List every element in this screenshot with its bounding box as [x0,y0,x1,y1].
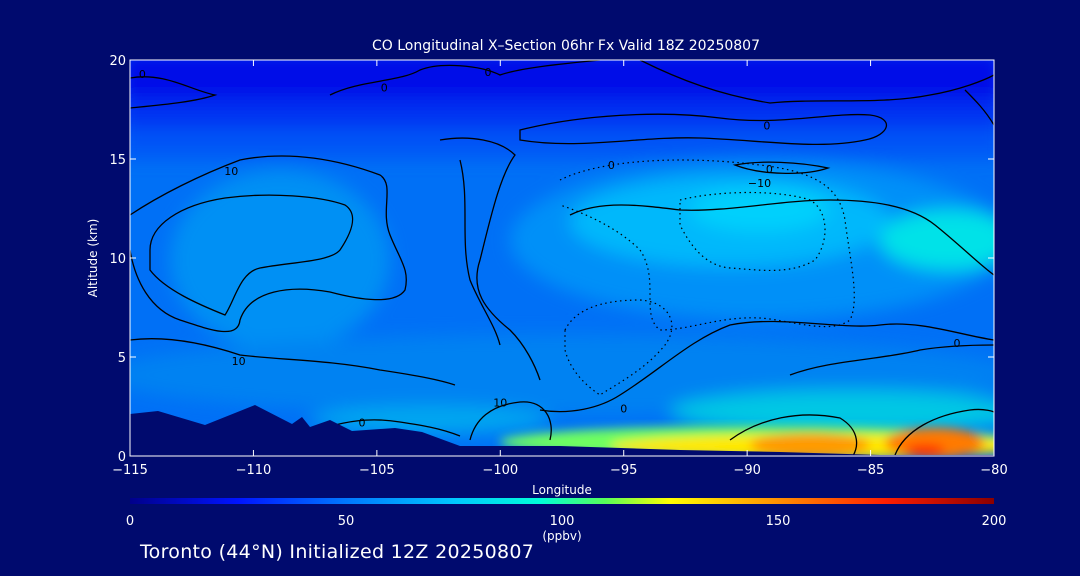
contour-0-surface-west [334,419,461,437]
contour-0-shoulder [539,320,994,413]
contour-0-upper-right [639,60,994,104]
field-aqua-fareast [880,210,994,270]
field-surface-red [905,444,945,456]
contour-label: 0 [766,163,773,176]
contour-label: 0 [381,82,388,95]
contour-label: 0 [620,402,627,415]
x-tick-label: −100 [482,463,518,478]
x-tick-label: −110 [236,463,272,478]
x-tick-label: −80 [980,463,1007,478]
contour-0-mid-ridge [439,137,541,381]
contour-label: 10 [493,397,507,410]
contour-label: −10 [748,177,771,190]
colorbar-tick-label: 50 [338,514,355,529]
contour-0-surface-loop [894,408,994,456]
contour-label: 0 [484,66,491,79]
colorbar [130,498,994,504]
contour-label: 0 [608,159,615,172]
colorbar-tick-label: 200 [982,514,1007,529]
contour-10-inner-west [149,194,354,316]
x-tick-label: −95 [610,463,637,478]
chart-title: CO Longitudinal X–Section 06hr Fx Valid … [372,38,760,54]
field-boundary-west [310,406,550,434]
field-cyan-core [690,188,830,232]
contour-label: 0 [953,337,960,350]
y-axis-label: Altitude (km) [86,219,100,298]
x-tick-label: −115 [112,463,148,478]
contour-negative-lines [559,159,855,396]
contour-10-west [130,155,407,333]
concentration-field [130,60,994,456]
contour-0-lens [732,161,831,174]
contour-0-mid-left [130,338,456,386]
field-surface-orange-1 [750,433,870,456]
contour-0-mid-ridge-2 [459,159,501,346]
contour-0-mid-east [569,199,994,276]
contour-label: 0 [359,416,366,429]
contour-neg10-lower [564,299,673,396]
contour-lines [130,60,994,456]
colorbar-unit: (ppbv) [542,529,581,543]
field-boundary-teal [670,390,994,434]
contour-10-surface [469,401,552,441]
field-mid-west [170,170,390,350]
contour-0-far-east [964,89,994,126]
x-tick-label: −85 [857,463,884,478]
contour-0-lower-far-east [789,344,994,376]
contour-0-upper-west [130,76,218,109]
x-tick-label: −90 [733,463,760,478]
contour-0-upper-mid [329,60,601,96]
y-tick-label: 10 [109,252,126,267]
contour-label: 0 [763,119,770,132]
contour-label: 0 [139,68,146,81]
contour-label: 10 [224,165,238,178]
y-tick-label: 0 [118,450,126,465]
contour-0-upper-belt [519,113,888,146]
contour-0-lower-east [729,414,858,456]
y-axis: 0 5 10 15 20 [109,54,994,465]
y-tick-label: 5 [118,351,126,366]
colorbar-tick-label: 100 [550,514,575,529]
footer-caption: Toronto (44°N) Initialized 12Z 20250807 [140,541,535,563]
contour-label: 10 [232,355,246,368]
colorbar-tick-label: 0 [126,514,134,529]
y-tick-label: 20 [109,54,126,69]
colorbar-ticks: 0 50 100 150 200 [126,514,1007,529]
x-axis-label: Longitude [532,483,592,497]
terrain [130,405,994,456]
x-axis: −115 −110 −105 −100 −95 −90 −85 −80 [112,60,1008,478]
y-tick-label: 15 [109,153,126,168]
colorbar-tick-label: 150 [766,514,791,529]
x-tick-label: −105 [359,463,395,478]
